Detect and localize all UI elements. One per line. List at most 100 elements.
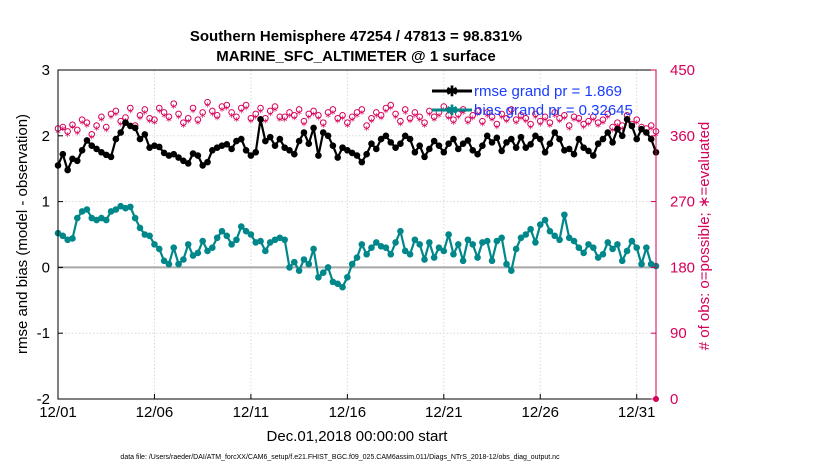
rmse-point <box>508 135 515 143</box>
possible-obs-marker <box>551 109 559 116</box>
bias-point <box>536 221 544 228</box>
bias-point <box>372 239 380 246</box>
rmse-point <box>599 135 607 143</box>
possible-obs-marker <box>469 112 477 119</box>
rmse-point <box>594 140 602 147</box>
evaluated-obs-marker: * <box>248 117 254 130</box>
possible-obs-marker <box>527 120 534 128</box>
rmse-point <box>228 145 235 153</box>
evaluated-obs-marker: * <box>75 128 81 141</box>
evaluated-obs-marker: * <box>499 112 505 125</box>
evaluated-obs-marker: * <box>407 117 413 130</box>
rmse-point <box>204 158 211 166</box>
rmse-point <box>503 139 510 146</box>
y-axis-label: rmse and bias (model - observation) <box>14 114 31 354</box>
evaluated-obs-marker: * <box>84 121 90 134</box>
bias-point <box>233 236 240 244</box>
evaluated-obs-marker: * <box>422 121 428 134</box>
possible-obs-marker <box>556 114 563 122</box>
possible-obs-marker <box>228 109 235 116</box>
possible-obs-marker <box>276 113 284 121</box>
evaluated-obs-marker: * <box>142 108 148 121</box>
possible-obs-marker <box>112 107 120 115</box>
possible-obs-marker <box>247 114 255 122</box>
possible-obs-marker <box>286 109 293 116</box>
rmse-point <box>469 146 477 154</box>
evaluated-obs-marker: * <box>128 106 134 119</box>
y-tick-label: 0 <box>42 259 50 276</box>
evaluated-obs-marker: * <box>287 111 293 124</box>
possible-obs-marker <box>406 114 414 122</box>
rmse-point <box>575 135 583 143</box>
bias-point <box>218 227 226 235</box>
y2-tick-label: 0 <box>670 391 678 408</box>
rmse-point <box>618 132 626 140</box>
possible-obs-marker <box>368 114 375 122</box>
bias-point <box>83 206 91 213</box>
rmse-point <box>445 140 452 147</box>
bias-point <box>401 247 409 255</box>
bias-point <box>344 273 351 281</box>
possible-obs-marker <box>180 119 187 126</box>
possible-obs-marker <box>242 101 250 109</box>
possible-obs-marker <box>392 110 399 118</box>
bias-point <box>643 244 650 251</box>
rmse-point <box>450 135 457 143</box>
evaluated-obs-marker: * <box>509 108 515 121</box>
bias-point <box>503 260 510 268</box>
rmse-point <box>647 135 655 143</box>
bias-point <box>160 257 168 265</box>
evaluated-obs-marker: * <box>378 114 384 127</box>
bias-point <box>556 236 563 244</box>
possible-obs-marker <box>329 106 337 113</box>
rmse-point <box>604 129 612 136</box>
rmse-point <box>440 148 448 156</box>
evaluated-obs-marker: * <box>436 111 442 124</box>
possible-obs-marker <box>522 114 530 122</box>
possible-obs-marker <box>561 112 568 119</box>
bias-point <box>189 252 197 259</box>
bias-point <box>618 257 626 265</box>
bias-point <box>411 236 419 244</box>
evaluated-obs-marker: * <box>364 124 370 137</box>
evaluated-obs-marker: * <box>161 111 167 124</box>
bias-point <box>522 231 530 238</box>
bias-point <box>426 239 433 246</box>
bias-point <box>590 244 597 251</box>
evaluated-obs-marker: * <box>648 124 654 137</box>
bias-point <box>334 280 342 288</box>
bias-point <box>445 231 452 238</box>
bias-point <box>614 241 621 248</box>
bias-point <box>440 247 448 255</box>
evaluated-obs-marker: * <box>306 112 312 125</box>
rmse-point <box>426 145 433 153</box>
evaluated-obs-marker: * <box>292 114 298 127</box>
rmse-point <box>64 166 71 174</box>
x-axis-label: Dec.01,2018 00:00:00 start <box>267 428 449 445</box>
possible-obs-marker <box>155 104 163 112</box>
rmse-point <box>266 133 274 141</box>
bias-point <box>295 267 303 274</box>
rmse-point <box>271 142 279 149</box>
y-axis-ticks: -2 -1 0 1 2 3 <box>37 62 63 408</box>
bias-point <box>358 241 366 248</box>
y2-tick-label: 270 <box>670 194 695 211</box>
rmse-point <box>614 125 621 133</box>
legend-bias-label: bias grand pr = 0.32645 <box>474 102 633 119</box>
rmse-point <box>377 135 385 143</box>
bias-point <box>498 234 505 242</box>
rmse-point <box>319 129 327 136</box>
rmse-point <box>643 129 650 136</box>
possible-obs-marker <box>98 113 105 121</box>
possible-obs-marker <box>474 107 481 115</box>
possible-obs-marker <box>209 107 216 115</box>
evaluated-obs-marker: * <box>451 118 457 131</box>
rmse-point <box>93 145 100 153</box>
evaluated-obs-marker: * <box>619 124 625 137</box>
evaluated-obs-marker: * <box>113 109 119 122</box>
evaluated-obs-marker: * <box>595 121 601 134</box>
evaluated-obs-marker: * <box>547 121 553 134</box>
possible-obs-marker <box>252 110 260 118</box>
bias-point <box>305 260 313 268</box>
evaluated-obs-marker: * <box>374 111 380 124</box>
